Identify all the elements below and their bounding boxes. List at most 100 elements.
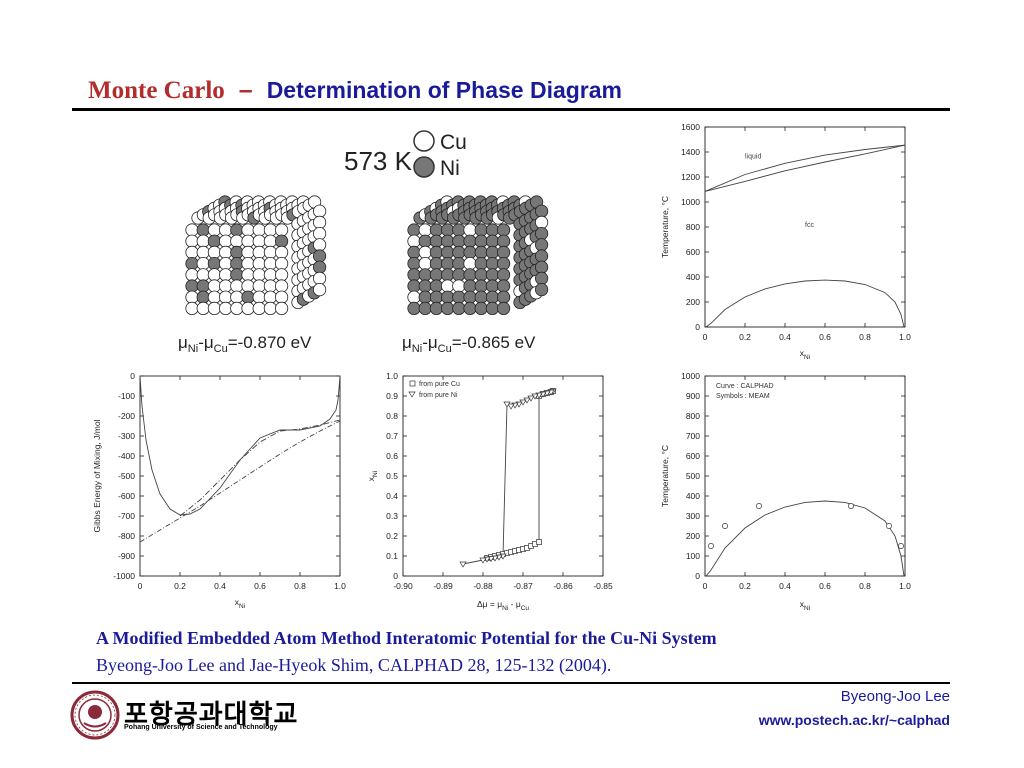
ni-atom (485, 234, 499, 248)
ni-atom (474, 301, 488, 315)
ni-atom (275, 234, 289, 248)
cu-atom (263, 223, 278, 237)
meam-point (722, 523, 728, 529)
ni-atom (407, 245, 421, 259)
footer-rule (72, 682, 950, 684)
meam-point (756, 503, 762, 509)
x-tick-label: -0.89 (433, 581, 453, 591)
ni-atom (496, 234, 511, 248)
cu-atom (196, 301, 210, 315)
cu-atom (418, 223, 432, 237)
ni-atom (534, 227, 549, 241)
author-url[interactable]: www.postech.ac.kr/~calphad (758, 712, 950, 728)
ni-atom (230, 257, 244, 271)
ni-atom (534, 238, 549, 252)
x-tick-label: 0.8 (294, 581, 306, 591)
ni-atom (452, 301, 466, 315)
cu-atom (241, 257, 255, 271)
ni-atom (429, 268, 443, 282)
ni-atom (496, 290, 511, 304)
cu-atom (241, 245, 255, 259)
cu-atom (218, 223, 233, 237)
x-tick-label: 0.2 (739, 332, 751, 342)
ni-atom (185, 279, 199, 293)
cu-atom (463, 257, 477, 271)
cu-atom (275, 290, 289, 304)
ni-atom (463, 234, 477, 248)
legend-line: Curve : CALPHAD (716, 383, 774, 390)
atom-cube-ni-rich (407, 195, 549, 315)
y-tick-label: 0.9 (386, 391, 398, 401)
y-tick-label: 0.6 (386, 451, 398, 461)
y-tick-label: 300 (686, 511, 700, 521)
meam-point (886, 523, 892, 529)
cu-atom (207, 245, 222, 259)
cu-atom (241, 301, 255, 315)
x-tick-label: 0 (703, 581, 708, 591)
title-part1: Monte Carlo (88, 77, 225, 104)
y-tick-label: -800 (118, 531, 135, 541)
ni-atom (440, 223, 455, 237)
calphad-curve (705, 500, 905, 577)
from-pure-cu-line (486, 390, 554, 559)
university-seal-icon (70, 690, 120, 740)
x-tick-label: 0.2 (739, 581, 751, 591)
ni-atom (196, 290, 210, 304)
cu-atom (534, 215, 549, 230)
y-tick-label: -900 (118, 551, 135, 561)
ni-atom (440, 245, 455, 259)
ni-atom (496, 301, 511, 315)
y-tick-label: 200 (686, 297, 700, 307)
ni-atom (463, 290, 477, 304)
solidus-line (704, 144, 906, 192)
ni-atom (407, 301, 421, 315)
cu-atom (252, 279, 266, 293)
ni-atom (440, 290, 455, 304)
y-tick-label: 900 (686, 391, 700, 401)
cu-atom (241, 268, 255, 282)
ni-atom (429, 290, 443, 304)
ni-atom (534, 271, 549, 285)
x-tick-label: 1.0 (899, 332, 911, 342)
liquidus-line (704, 144, 906, 192)
cu-atom (252, 257, 266, 271)
x-tick-label: -0.88 (473, 581, 493, 591)
ni-atom (440, 257, 455, 271)
ni-atom (452, 223, 466, 237)
ni-atom (463, 301, 477, 315)
ni-atom (407, 257, 421, 271)
y-tick-label: 700 (686, 431, 700, 441)
y-tick-label: 1600 (681, 122, 700, 132)
cu-atom (313, 283, 327, 297)
y-tick-label: 600 (686, 451, 700, 461)
ni-atom (452, 245, 466, 259)
y-axis-label: Temperature, °C (660, 196, 670, 258)
cu-atom (275, 223, 289, 237)
cu-atom (185, 245, 199, 259)
x-tick-label: 0.6 (254, 581, 266, 591)
plot-frame (139, 375, 341, 577)
cu-atom (207, 301, 222, 315)
mu-label-left: μNi-μCu=-0.870 eV (178, 333, 312, 355)
legend-ni-label: Ni (440, 157, 460, 180)
y-tick-label: -200 (118, 411, 135, 421)
cu-atom (230, 279, 244, 293)
ni-atom (474, 257, 488, 271)
cu-atom (218, 290, 233, 304)
y-tick-label: -400 (118, 451, 135, 461)
x-tick-label: 0.8 (859, 332, 871, 342)
meam-point (708, 543, 714, 549)
y-tick-label: 500 (686, 471, 700, 481)
cu-atom (196, 257, 210, 271)
ni-atom (429, 234, 443, 248)
x-tick-label: -0.85 (593, 581, 613, 591)
cu-atom (275, 257, 289, 271)
ni-atom (429, 245, 443, 259)
ni-atom (474, 245, 488, 259)
y-axis-label: Temperature, °C (660, 445, 670, 507)
ni-atom (207, 234, 222, 248)
cu-atom (241, 223, 255, 237)
calphad-meam-chart: 0 0.2 0.4 0.6 0.8 1.0 0 100 200 300 400 500 600 700 80… (660, 371, 911, 612)
legend-cu-label: from pure Cu (419, 381, 460, 388)
ni-atom (496, 268, 511, 282)
